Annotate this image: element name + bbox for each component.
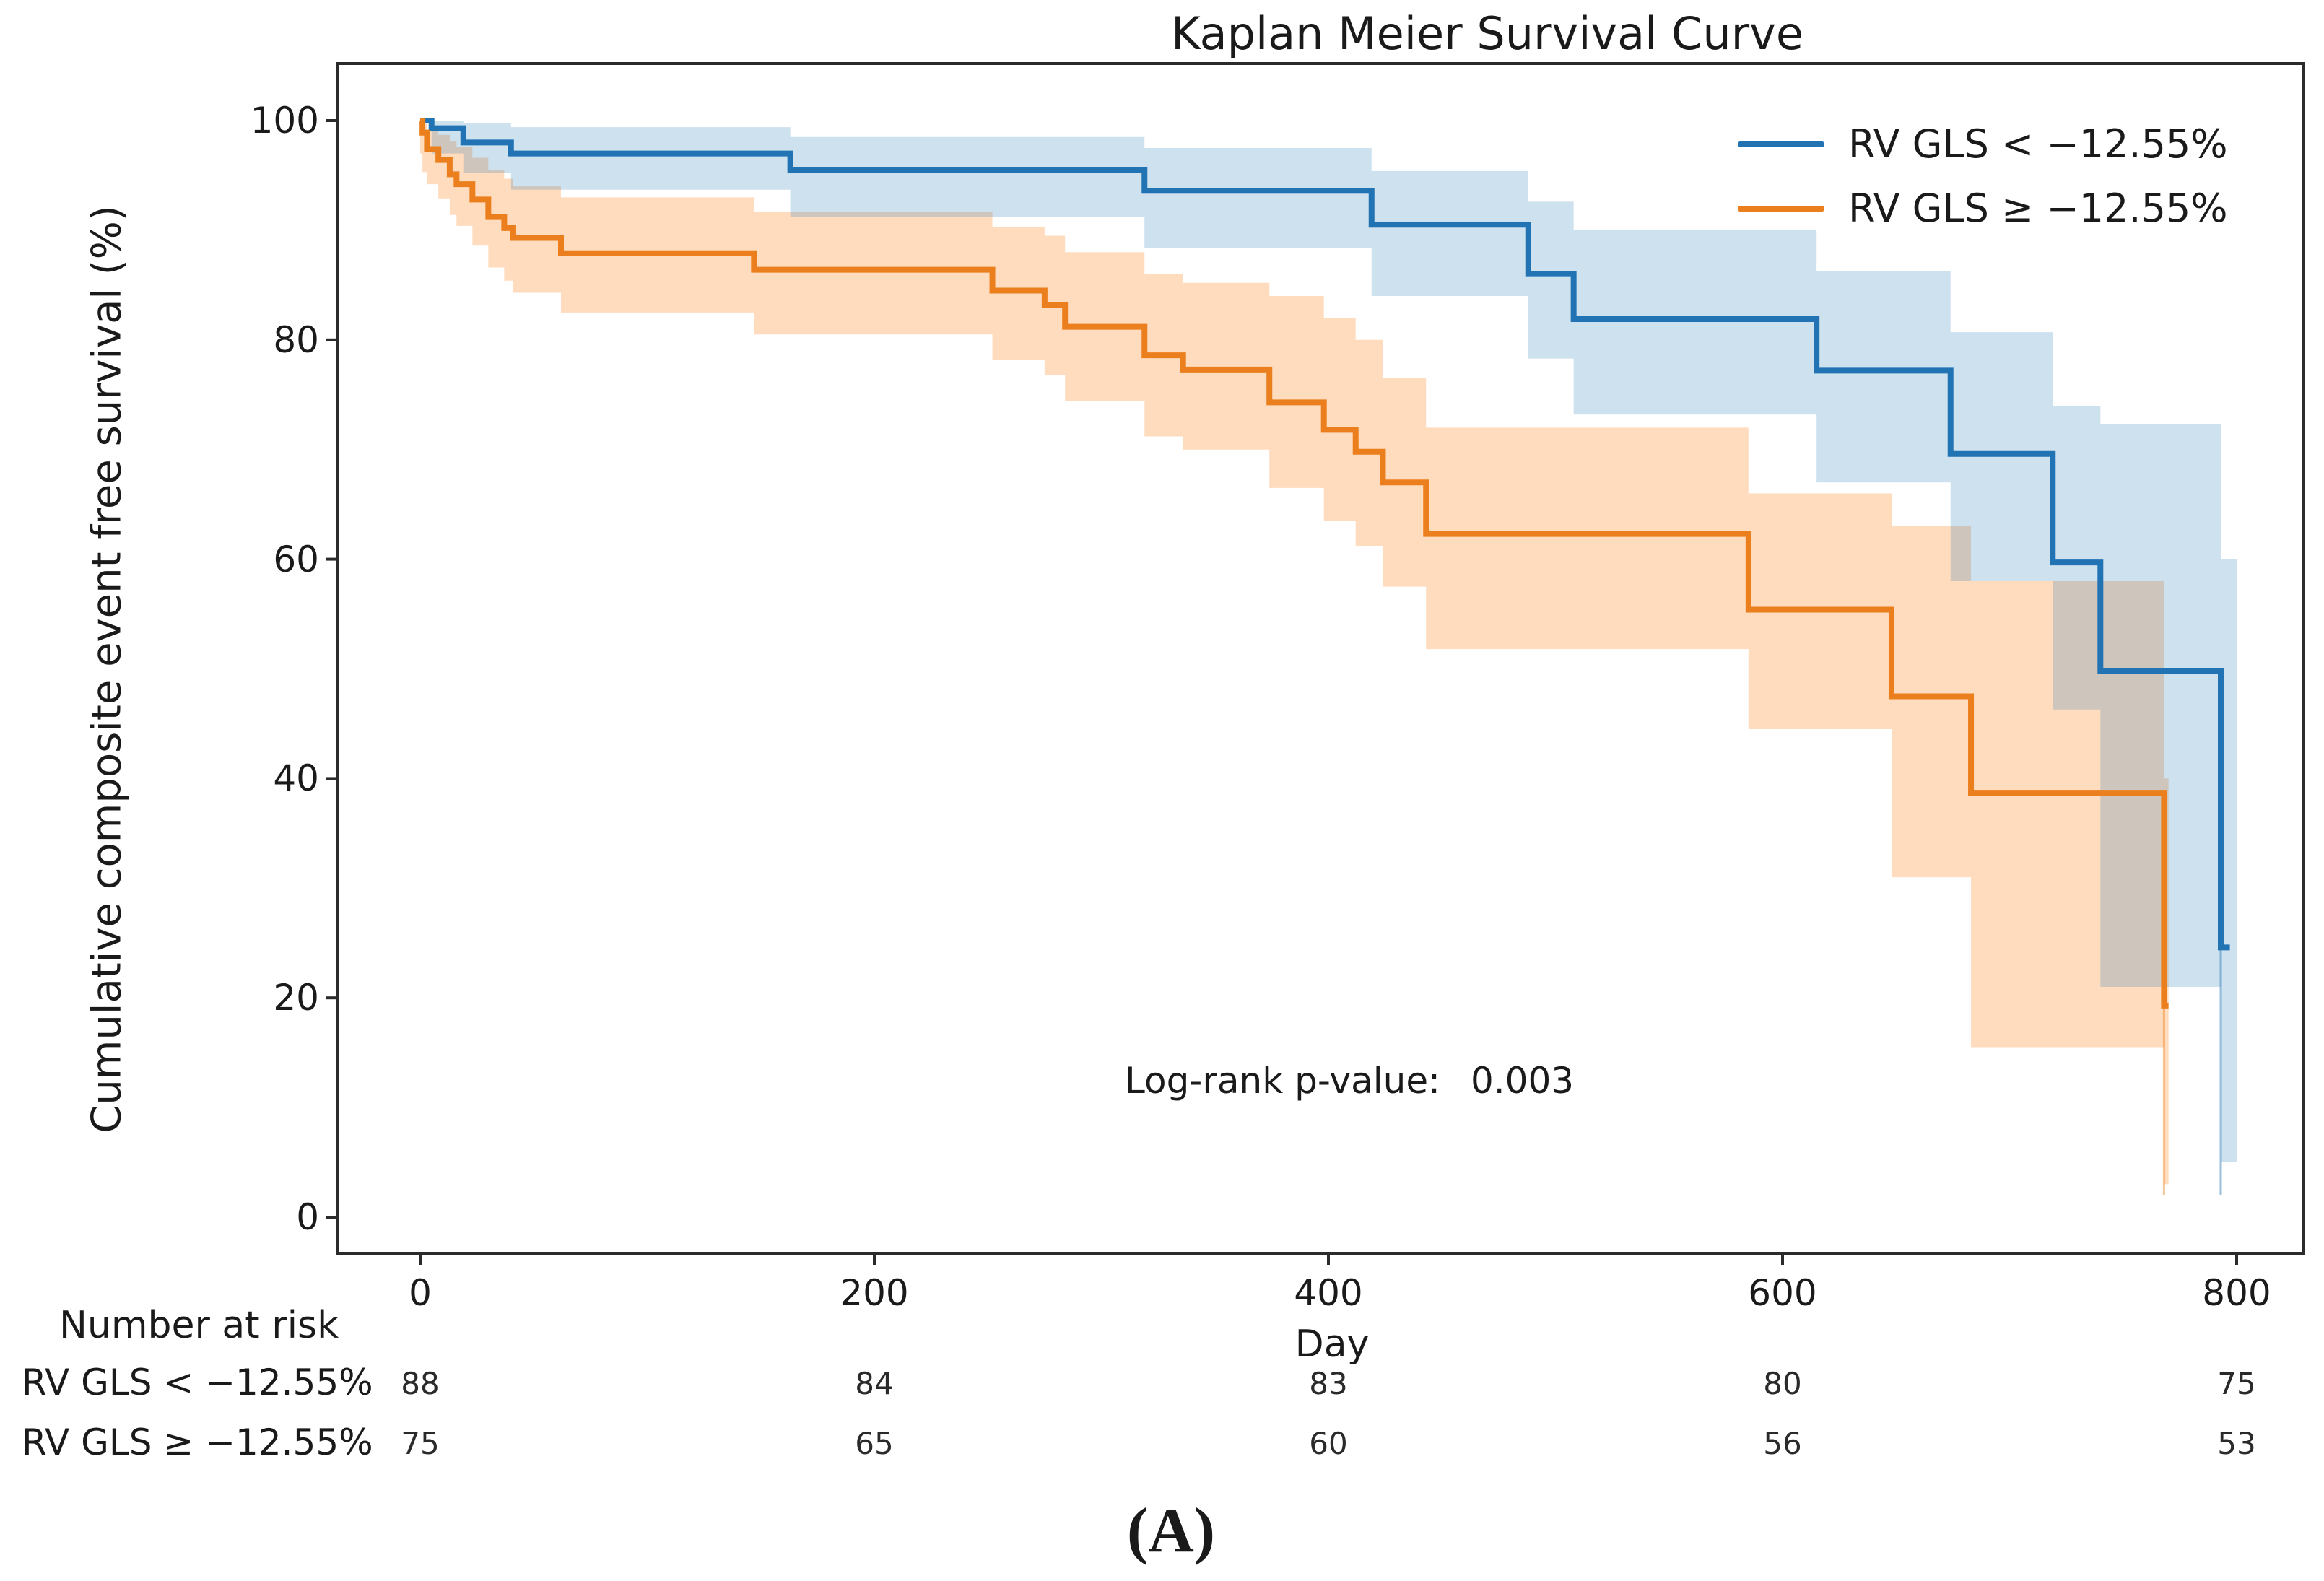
x-tick-label: 800 bbox=[2202, 1272, 2271, 1314]
logrank-label: Log-rank p-value: bbox=[1125, 1060, 1440, 1102]
y-tick-label: 20 bbox=[273, 977, 319, 1019]
risk-count: 56 bbox=[1763, 1426, 1802, 1461]
risk-count: 75 bbox=[401, 1426, 440, 1461]
risk-row-label-orange: RV GLS ≥ −12.55% bbox=[22, 1421, 373, 1463]
panel-caption: (A) bbox=[1126, 1496, 1216, 1566]
km-curve-orange bbox=[419, 118, 2169, 1009]
legend-label: RV GLS < −12.55% bbox=[1848, 121, 2228, 167]
risk-count: 53 bbox=[2217, 1426, 2256, 1461]
y-tick-label: 80 bbox=[273, 318, 319, 361]
risk-table-header: Number at risk bbox=[59, 1304, 339, 1347]
legend-item-above-cutoff: RV GLS ≥ −12.55% bbox=[1738, 186, 2228, 231]
risk-count: 88 bbox=[401, 1366, 440, 1401]
risk-count: 84 bbox=[855, 1366, 894, 1401]
risk-count: 75 bbox=[2217, 1366, 2256, 1401]
legend-line-blue bbox=[1738, 141, 1824, 147]
x-tick-label: 600 bbox=[1748, 1272, 1817, 1314]
logrank-annotation: Log-rank p-value: 0.003 bbox=[1125, 1060, 1574, 1102]
y-tick-label: 40 bbox=[273, 757, 319, 800]
y-tick-label: 60 bbox=[273, 538, 319, 580]
risk-count: 80 bbox=[1763, 1366, 1802, 1401]
chart-title: Kaplan Meier Survival Curve bbox=[1171, 7, 1803, 60]
x-axis-label: Day bbox=[1294, 1323, 1370, 1366]
y-tick-label: 100 bbox=[250, 100, 319, 141]
ci-band-orange bbox=[420, 121, 2169, 1185]
risk-count: 65 bbox=[855, 1426, 894, 1461]
risk-count: 60 bbox=[1309, 1426, 1348, 1461]
x-tick-label: 200 bbox=[840, 1272, 909, 1314]
km-curve-blue bbox=[420, 118, 2230, 951]
y-axis-label: Cumulative composite event free survival… bbox=[83, 205, 131, 1133]
risk-count: 83 bbox=[1309, 1366, 1348, 1401]
legend: RV GLS < −12.55% RV GLS ≥ −12.55% bbox=[1738, 121, 2228, 231]
legend-label: RV GLS ≥ −12.55% bbox=[1848, 186, 2228, 231]
x-tick-label: 0 bbox=[409, 1272, 432, 1314]
legend-line-orange bbox=[1738, 205, 1824, 212]
risk-row-label-blue: RV GLS < −12.55% bbox=[22, 1362, 373, 1403]
logrank-value: 0.003 bbox=[1470, 1060, 1575, 1102]
x-tick-label: 400 bbox=[1294, 1272, 1363, 1314]
ci-band-blue bbox=[420, 121, 2237, 1163]
legend-item-below-cutoff: RV GLS < −12.55% bbox=[1738, 121, 2228, 167]
plot-frame bbox=[336, 62, 2305, 1255]
y-tick-label: 0 bbox=[296, 1196, 319, 1238]
